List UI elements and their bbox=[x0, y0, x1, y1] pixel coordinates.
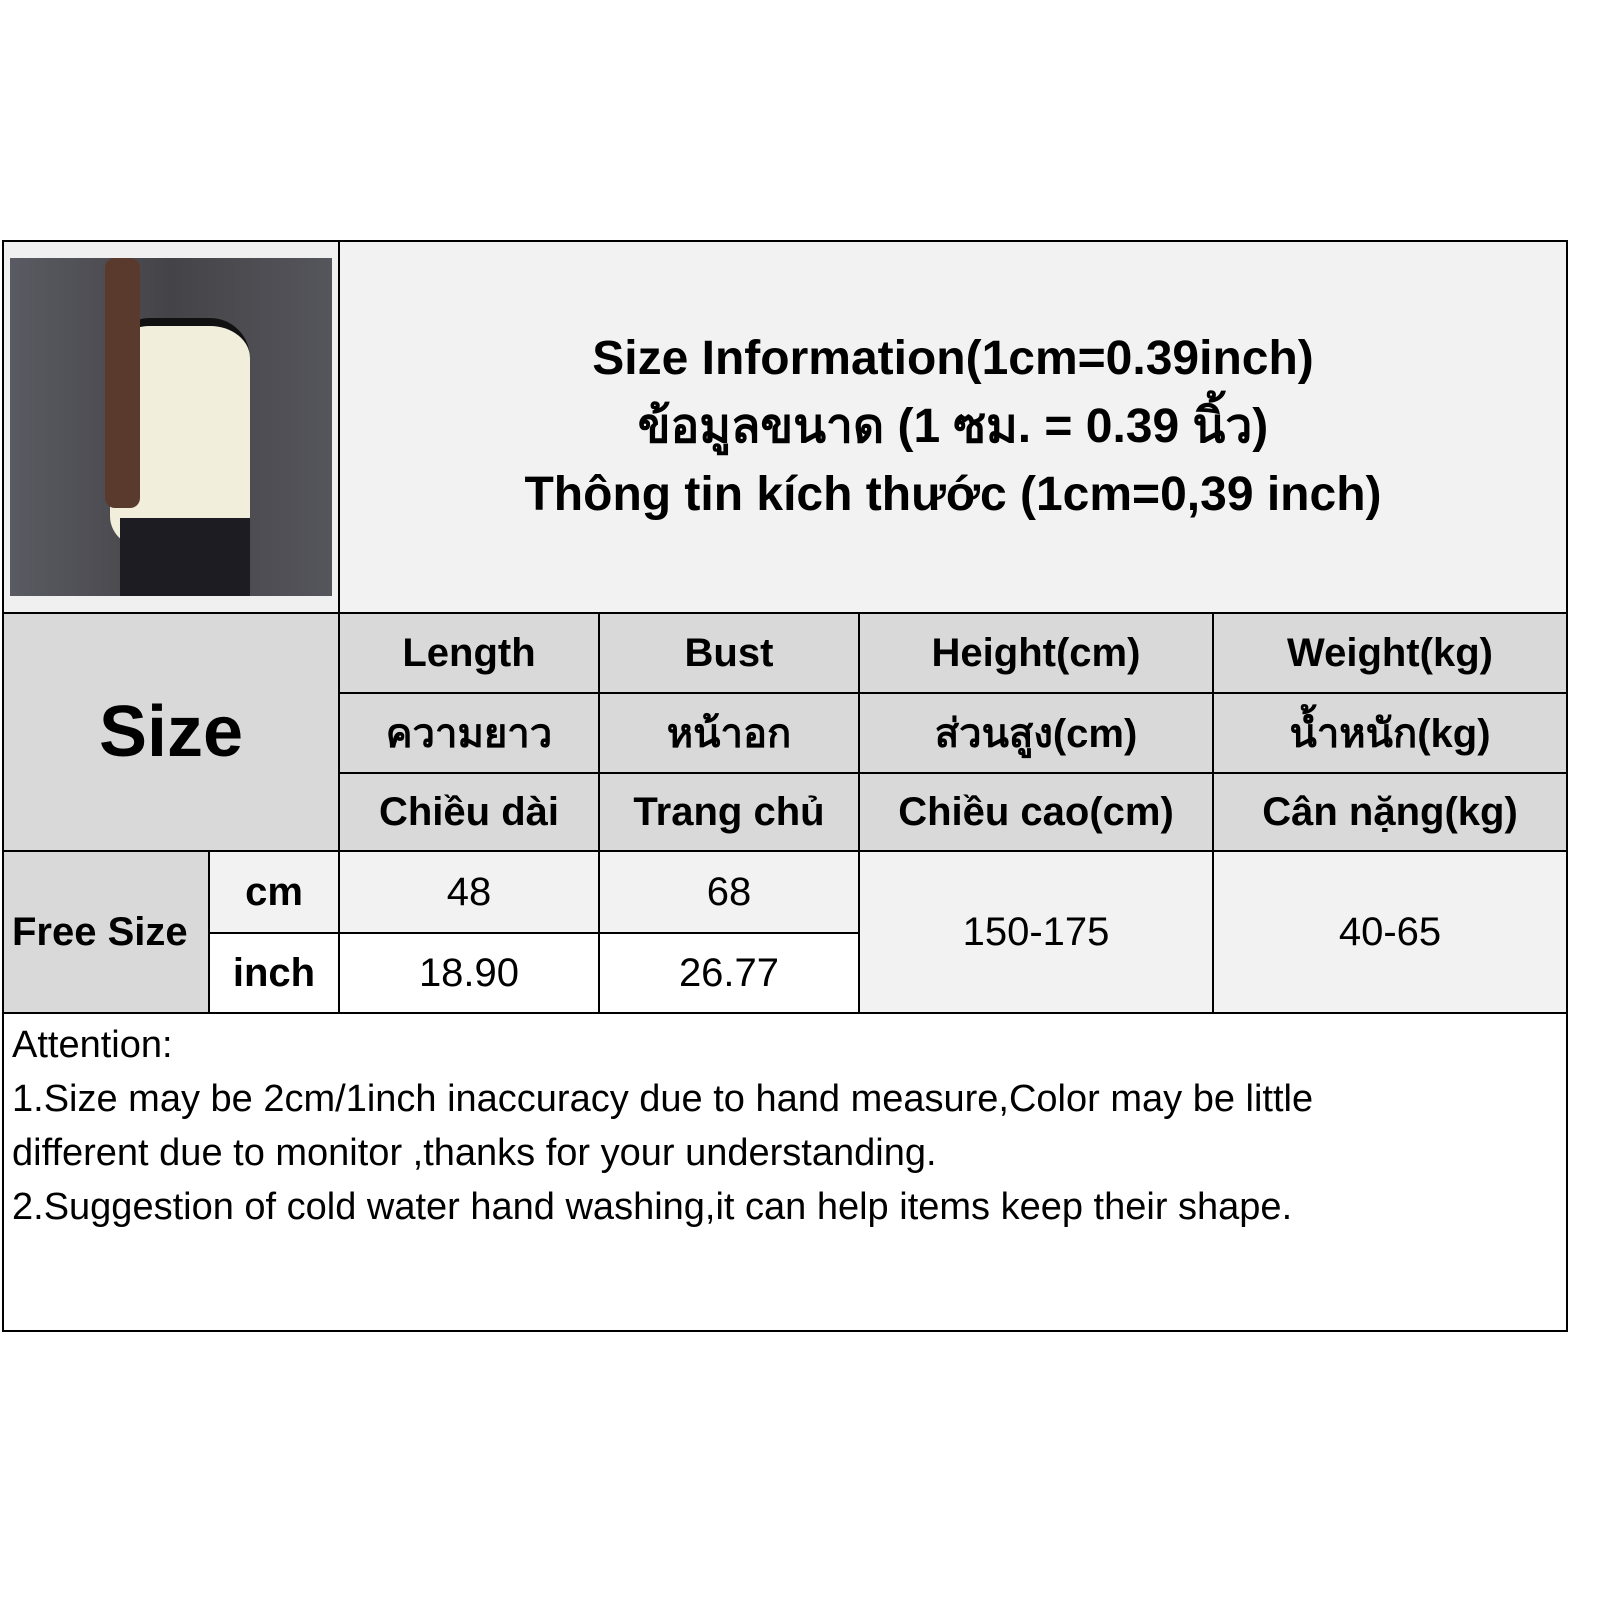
title-vietnamese: Thông tin kích thước (1cm=0,39 inch) bbox=[524, 468, 1382, 521]
height-range: 150-175 bbox=[858, 850, 1214, 1014]
col-weight-vi: Cân nặng(kg) bbox=[1212, 772, 1568, 852]
col-length-th: ความยาว bbox=[338, 692, 600, 774]
length-cm: 48 bbox=[338, 850, 600, 934]
size-chart-table: Size Information(1cm=0.39inch) ข้อมูลขนา… bbox=[2, 240, 1568, 1332]
bust-cm: 68 bbox=[598, 850, 860, 934]
col-length-en: Length bbox=[338, 612, 600, 694]
product-photo bbox=[2, 240, 340, 614]
unit-cm: cm bbox=[208, 850, 340, 934]
title-thai: ข้อมูลขนาด (1 ซม. = 0.39 นิ้ว) bbox=[637, 400, 1269, 453]
col-bust-vi: Trang chủ bbox=[598, 772, 860, 852]
col-bust-th: หน้าอก bbox=[598, 692, 860, 774]
size-header: Size bbox=[2, 612, 340, 852]
col-length-vi: Chiều dài bbox=[338, 772, 600, 852]
col-height-en: Height(cm) bbox=[858, 612, 1214, 694]
model-image bbox=[10, 258, 332, 596]
bust-inch: 26.77 bbox=[598, 932, 860, 1014]
size-info-title: Size Information(1cm=0.39inch) ข้อมูลขนา… bbox=[338, 240, 1568, 614]
col-height-th: ส่วนสูง(cm) bbox=[858, 692, 1214, 774]
title-english: Size Information(1cm=0.39inch) bbox=[592, 332, 1314, 385]
attention-notes: Attention: 1.Size may be 2cm/1inch inacc… bbox=[4, 1012, 1566, 1330]
unit-inch: inch bbox=[208, 932, 340, 1014]
col-weight-th: น้ำหนัก(kg) bbox=[1212, 692, 1568, 774]
col-bust-en: Bust bbox=[598, 612, 860, 694]
length-inch: 18.90 bbox=[338, 932, 600, 1014]
attention-heading: Attention: bbox=[12, 1024, 173, 1066]
weight-range: 40-65 bbox=[1212, 850, 1568, 1014]
col-weight-en: Weight(kg) bbox=[1212, 612, 1568, 694]
attention-line-2: 2.Suggestion of cold water hand washing,… bbox=[12, 1186, 1293, 1228]
attention-line-1: 1.Size may be 2cm/1inch inaccuracy due t… bbox=[12, 1078, 1324, 1174]
col-height-vi: Chiều cao(cm) bbox=[858, 772, 1214, 852]
size-name-free-size: Free Size bbox=[2, 850, 212, 1014]
